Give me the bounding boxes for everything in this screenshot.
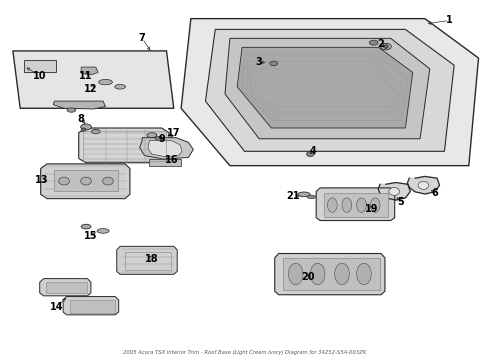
Polygon shape	[140, 138, 193, 159]
Ellipse shape	[147, 133, 157, 138]
Bar	[282, 258, 379, 290]
Polygon shape	[53, 101, 105, 109]
Ellipse shape	[297, 192, 309, 197]
Text: 12: 12	[84, 84, 98, 94]
Ellipse shape	[341, 198, 351, 212]
Ellipse shape	[356, 263, 370, 285]
Text: 18: 18	[145, 254, 158, 264]
Ellipse shape	[380, 43, 390, 50]
Ellipse shape	[368, 40, 377, 45]
Bar	[24, 60, 56, 72]
Polygon shape	[377, 183, 409, 200]
Ellipse shape	[334, 263, 348, 285]
Ellipse shape	[388, 188, 399, 195]
Text: 2: 2	[377, 39, 384, 49]
Ellipse shape	[310, 263, 325, 285]
Text: 4: 4	[309, 146, 316, 156]
Polygon shape	[316, 188, 394, 221]
Ellipse shape	[306, 152, 314, 157]
Text: 21: 21	[286, 191, 300, 201]
Ellipse shape	[115, 85, 125, 89]
Text: 6: 6	[430, 188, 437, 198]
Polygon shape	[224, 39, 429, 139]
Polygon shape	[237, 47, 412, 128]
Polygon shape	[149, 159, 181, 166]
Ellipse shape	[81, 128, 86, 132]
Text: 8: 8	[78, 114, 84, 124]
Bar	[82, 131, 165, 161]
Text: 5: 5	[396, 197, 403, 207]
Text: 13: 13	[35, 175, 49, 185]
Ellipse shape	[59, 177, 69, 185]
Ellipse shape	[67, 108, 76, 112]
Polygon shape	[407, 176, 439, 194]
Text: 10: 10	[33, 71, 46, 81]
Text: 17: 17	[167, 129, 180, 138]
Ellipse shape	[306, 195, 315, 199]
Text: 11: 11	[79, 71, 93, 81]
Polygon shape	[63, 297, 119, 315]
Ellipse shape	[383, 45, 387, 48]
Polygon shape	[79, 128, 168, 163]
Text: 20: 20	[301, 272, 314, 282]
Ellipse shape	[155, 136, 163, 140]
Bar	[324, 193, 387, 217]
Polygon shape	[41, 164, 130, 199]
Ellipse shape	[417, 181, 428, 189]
Ellipse shape	[91, 130, 100, 134]
Polygon shape	[117, 246, 177, 274]
Polygon shape	[13, 51, 173, 108]
Text: 2005 Acura TSX Interior Trim - Roof Base (Light Cream Ivory) Diagram for 34252-S: 2005 Acura TSX Interior Trim - Roof Base…	[122, 350, 366, 355]
Ellipse shape	[356, 198, 366, 212]
Ellipse shape	[81, 224, 91, 229]
Ellipse shape	[102, 177, 113, 185]
Bar	[125, 252, 171, 270]
Text: 1: 1	[445, 15, 452, 26]
Ellipse shape	[97, 229, 109, 233]
Text: 3: 3	[255, 57, 262, 67]
Text: 15: 15	[84, 231, 98, 240]
Text: 9: 9	[158, 134, 164, 144]
Polygon shape	[205, 30, 453, 151]
Ellipse shape	[369, 198, 379, 212]
Ellipse shape	[99, 80, 112, 85]
Polygon shape	[274, 253, 384, 295]
Ellipse shape	[81, 177, 91, 185]
Ellipse shape	[327, 198, 336, 212]
Polygon shape	[81, 67, 98, 75]
Polygon shape	[148, 140, 182, 157]
Text: 14: 14	[50, 302, 63, 312]
Text: 16: 16	[164, 155, 178, 165]
Bar	[70, 300, 115, 313]
Polygon shape	[40, 279, 91, 296]
Ellipse shape	[81, 124, 91, 130]
Ellipse shape	[288, 263, 303, 285]
Text: 19: 19	[364, 204, 377, 214]
Ellipse shape	[269, 61, 277, 66]
Bar	[45, 282, 87, 293]
Text: 7: 7	[139, 33, 145, 43]
Polygon shape	[181, 19, 478, 166]
Bar	[54, 170, 118, 192]
